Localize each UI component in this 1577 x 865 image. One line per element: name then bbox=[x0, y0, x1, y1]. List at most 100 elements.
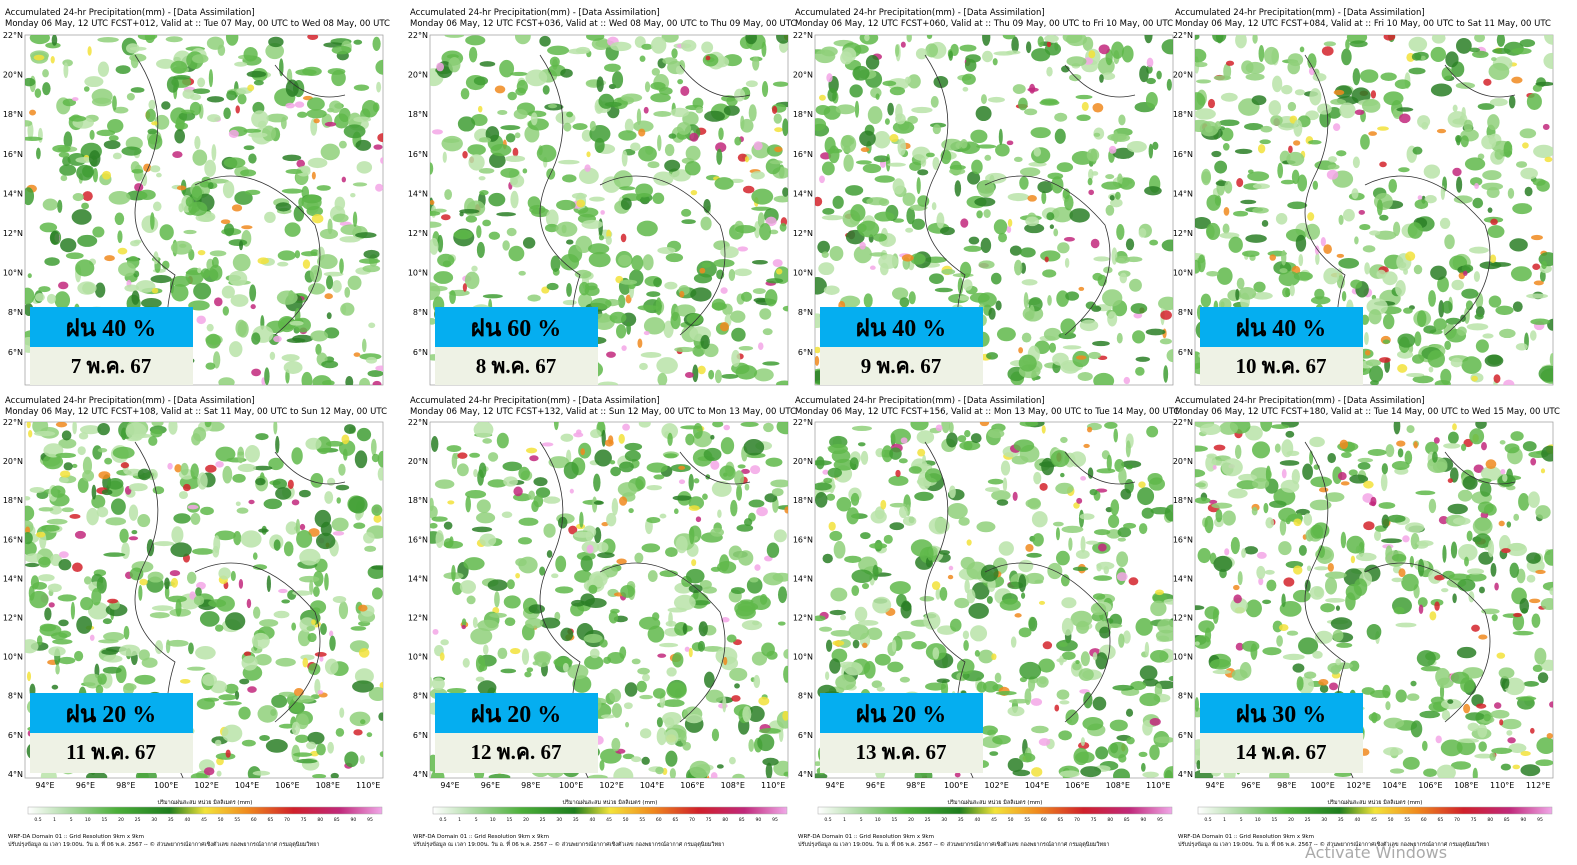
footer-line: WRF-DA Domain 01 :: Grid Resolution 9km … bbox=[8, 834, 144, 840]
rain-cell bbox=[361, 338, 367, 353]
lon-label: 102°E bbox=[984, 781, 1008, 790]
colorbar-tick: 10 bbox=[875, 817, 881, 823]
rain-cell bbox=[141, 298, 162, 309]
rain-cell bbox=[1416, 310, 1427, 328]
rain-cell bbox=[196, 315, 206, 325]
rain-cell bbox=[459, 208, 480, 214]
rain-cell bbox=[1520, 167, 1538, 180]
rain-cell bbox=[251, 368, 262, 377]
rain-cell bbox=[27, 121, 34, 140]
rain-cell bbox=[1507, 188, 1515, 199]
rain-cell bbox=[563, 461, 579, 479]
rain-cell bbox=[257, 120, 267, 129]
rain-cell bbox=[275, 657, 296, 667]
rain-cell bbox=[235, 501, 241, 507]
rain-cell bbox=[503, 595, 521, 609]
rain-cell bbox=[741, 620, 763, 631]
lat-label: 22°N bbox=[408, 418, 428, 427]
rain-cell bbox=[652, 688, 666, 699]
rain-cell bbox=[150, 275, 172, 284]
rain-cell bbox=[825, 639, 833, 652]
rain-cell bbox=[77, 281, 97, 295]
rain-cell bbox=[916, 430, 935, 444]
rain-cell bbox=[870, 510, 887, 524]
rain-cell bbox=[1161, 39, 1173, 55]
rain-cell bbox=[221, 724, 243, 743]
rain-cell bbox=[166, 639, 189, 647]
rain-cell bbox=[339, 236, 361, 243]
rain-cell bbox=[658, 87, 673, 96]
rain-cell bbox=[209, 264, 223, 281]
rain-cell bbox=[693, 273, 713, 284]
rain-cell bbox=[776, 380, 788, 385]
rain-cell bbox=[766, 278, 784, 284]
rain-cell bbox=[524, 671, 532, 678]
rain-cell bbox=[324, 658, 339, 675]
rain-cell bbox=[932, 124, 941, 135]
rain-cell bbox=[80, 597, 94, 611]
rain-cell bbox=[589, 648, 600, 659]
colorbar-tick: 0.5 bbox=[1204, 817, 1211, 823]
rain-cell bbox=[508, 245, 525, 262]
rain-cell bbox=[1155, 589, 1164, 596]
rain-cell bbox=[860, 450, 869, 465]
rain-cell bbox=[1354, 109, 1365, 116]
rain-cell bbox=[980, 237, 992, 253]
rain-cell bbox=[193, 427, 207, 442]
rain-cell bbox=[350, 192, 356, 198]
rain-cell bbox=[737, 246, 749, 252]
rain-cell bbox=[504, 155, 526, 163]
rain-cell bbox=[579, 511, 584, 528]
rain-cell bbox=[1038, 658, 1055, 673]
rain-cell bbox=[168, 422, 178, 435]
rain-cell bbox=[63, 131, 73, 149]
rain-cell bbox=[892, 121, 915, 134]
date-box bbox=[820, 347, 983, 385]
rain-cell bbox=[1540, 468, 1546, 474]
rain-cell bbox=[243, 128, 262, 134]
rain-cell bbox=[566, 111, 574, 118]
rain-cell bbox=[749, 577, 759, 583]
rain-cell bbox=[995, 691, 1017, 696]
rain-cell bbox=[1148, 143, 1154, 159]
rain-cell bbox=[684, 646, 690, 652]
rain-cell bbox=[152, 486, 165, 495]
rain-cell bbox=[214, 739, 222, 747]
rain-cell bbox=[1383, 35, 1396, 41]
lat-label: 22°N bbox=[408, 31, 428, 40]
rain-cell bbox=[38, 286, 51, 293]
colorbar-tick: 70 bbox=[1454, 817, 1460, 823]
rain-cell bbox=[165, 639, 171, 654]
rain-cell bbox=[1393, 422, 1401, 435]
rain-cell bbox=[104, 255, 115, 262]
rain-cell bbox=[306, 741, 317, 750]
rain-cell bbox=[59, 470, 71, 478]
rain-cell bbox=[1302, 463, 1313, 480]
rain-cell bbox=[734, 224, 756, 234]
rain-cell bbox=[1396, 440, 1406, 447]
rain-cell bbox=[197, 267, 202, 274]
rain-cell bbox=[861, 583, 870, 590]
rain-cell bbox=[1308, 67, 1315, 76]
rain-cell bbox=[1116, 551, 1129, 567]
rain-cell bbox=[285, 102, 295, 109]
rain-cell bbox=[783, 771, 788, 777]
rain-cell bbox=[1541, 445, 1553, 462]
rain-cell bbox=[209, 250, 227, 257]
rain-cell bbox=[1117, 173, 1123, 185]
rain-cell bbox=[65, 252, 84, 260]
lon-label: 106°E bbox=[680, 781, 704, 790]
rain-cell bbox=[50, 55, 55, 64]
rain-cell bbox=[730, 587, 746, 594]
rain-cell bbox=[499, 59, 515, 78]
rain-cell bbox=[25, 526, 31, 534]
rain-cell bbox=[1406, 693, 1420, 701]
rain-cell bbox=[63, 462, 73, 471]
rain-cell bbox=[323, 271, 344, 277]
rain-cell bbox=[118, 644, 141, 657]
rain-cell bbox=[995, 143, 1010, 157]
rain-cell bbox=[252, 465, 273, 471]
forecast-date: 12 พ.ค. 67 bbox=[471, 740, 562, 764]
rain-cell bbox=[988, 307, 996, 320]
rain-cell bbox=[659, 570, 678, 578]
